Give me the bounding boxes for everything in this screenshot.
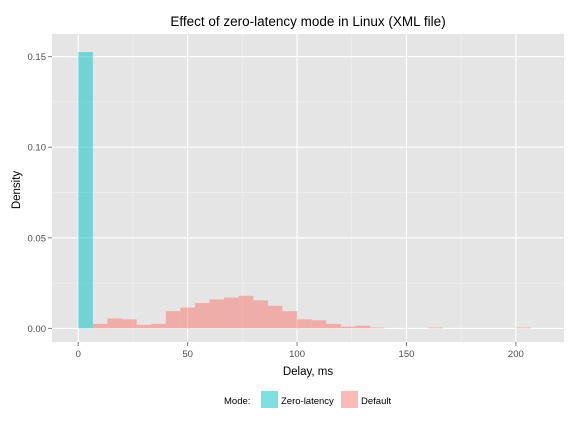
- bar-default: [194, 303, 210, 329]
- bar-default: [428, 327, 443, 329]
- x-tick-label: 0: [76, 349, 81, 360]
- y-axis-label: Density: [11, 171, 23, 210]
- bar-default: [253, 300, 268, 329]
- bar-default: [180, 307, 195, 329]
- legend-key-zero-latency: [261, 391, 278, 408]
- bar-default: [151, 323, 166, 329]
- bar-default: [297, 319, 312, 329]
- bar-default: [224, 297, 239, 329]
- bar-default: [122, 319, 137, 329]
- bars: [78, 52, 531, 329]
- bar-default: [92, 323, 108, 329]
- x-tick-label: 200: [508, 349, 524, 360]
- bar-default: [107, 318, 123, 329]
- legend: Mode: Zero-latency Default: [224, 391, 391, 408]
- legend-title: Mode:: [224, 396, 250, 407]
- bar-default: [311, 320, 327, 329]
- bar-default: [515, 327, 531, 329]
- bar-default: [340, 326, 356, 329]
- x-tick-label: 50: [182, 349, 193, 360]
- y-axis-ticks: 0.00 0.05 0.10 0.15: [28, 52, 52, 335]
- bar-default: [136, 324, 152, 329]
- bar-default: [165, 311, 181, 329]
- x-tick-label: 150: [399, 349, 415, 360]
- bar-default: [238, 295, 254, 329]
- bar-default: [369, 327, 385, 329]
- bar-default: [267, 305, 283, 329]
- x-tick-label: 100: [289, 349, 305, 360]
- legend-label-zero-latency: Zero-latency: [281, 396, 334, 407]
- bar-default: [326, 323, 341, 329]
- plot-panel: [52, 34, 564, 342]
- bar-default: [282, 311, 298, 329]
- y-tick-label: 0.05: [28, 233, 47, 244]
- y-tick-label: 0.00: [28, 324, 47, 335]
- y-tick-label: 0.10: [28, 143, 47, 154]
- bar-default: [209, 299, 225, 329]
- minor-gridlines: [52, 34, 564, 342]
- bar-zero-latency: [78, 52, 93, 329]
- bar-default: [355, 325, 371, 329]
- legend-key-default: [341, 391, 358, 408]
- y-tick-label: 0.15: [28, 52, 47, 63]
- legend-label-default: Default: [361, 396, 391, 407]
- chart-title: Effect of zero-latency mode in Linux (XM…: [170, 14, 445, 29]
- x-axis-label: Delay, ms: [283, 366, 334, 378]
- x-axis-ticks: 0 50 100 150 200: [76, 342, 524, 360]
